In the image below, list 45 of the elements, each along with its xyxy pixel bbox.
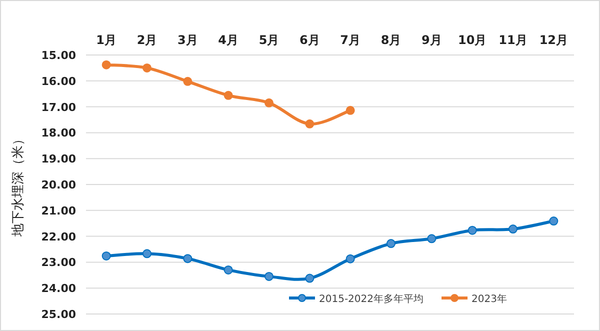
point [468,226,477,235]
y-tick-label: 25.00 [41,308,76,321]
point [224,265,233,274]
y-tick-label: 20.00 [41,178,76,192]
y-tick-label: 15.00 [41,49,76,62]
point [102,60,111,70]
y-tick-label: 19.00 [41,152,76,166]
x-tick-label: 1月 [96,33,117,47]
point [142,63,152,72]
x-tick-label: 7月 [340,33,361,47]
x-tick-label: 9月 [421,33,442,47]
y-axis-title: 地下水埋深（米） [11,132,26,238]
y-tick-label: 17.00 [41,100,76,114]
x-tick-label: 8月 [380,33,402,47]
legend-label: 2015-2022年多年平均 [319,293,424,305]
point [427,234,436,244]
legend-label: 2023年 [472,293,507,305]
point [183,254,192,264]
point [305,119,314,128]
y-tick-label: 22.00 [41,230,76,244]
point [264,272,274,281]
point [508,224,518,234]
x-tick-label: 10月 [458,33,487,47]
point [346,106,355,115]
x-tick-label: 5月 [258,33,280,47]
x-tick-label: 6月 [299,33,320,47]
y-tick-label: 18.00 [41,126,76,140]
point [102,251,111,260]
y-tick-label: 23.00 [41,256,76,270]
point [386,239,396,248]
point [305,274,314,283]
x-tick-label: 2月 [136,33,158,47]
y-tick-label: 16.00 [41,74,76,88]
point [224,90,233,100]
point [549,216,558,226]
point [142,249,152,258]
point [346,254,355,264]
x-tick-label: 3月 [177,33,198,47]
point [183,76,192,86]
x-tick-label: 11月 [498,33,528,47]
point [264,98,274,108]
y-tick-label: 24.00 [41,282,76,296]
y-tick-label: 21.00 [41,204,76,218]
x-tick-label: 4月 [218,33,239,47]
x-tick-label: 12月 [539,33,568,47]
